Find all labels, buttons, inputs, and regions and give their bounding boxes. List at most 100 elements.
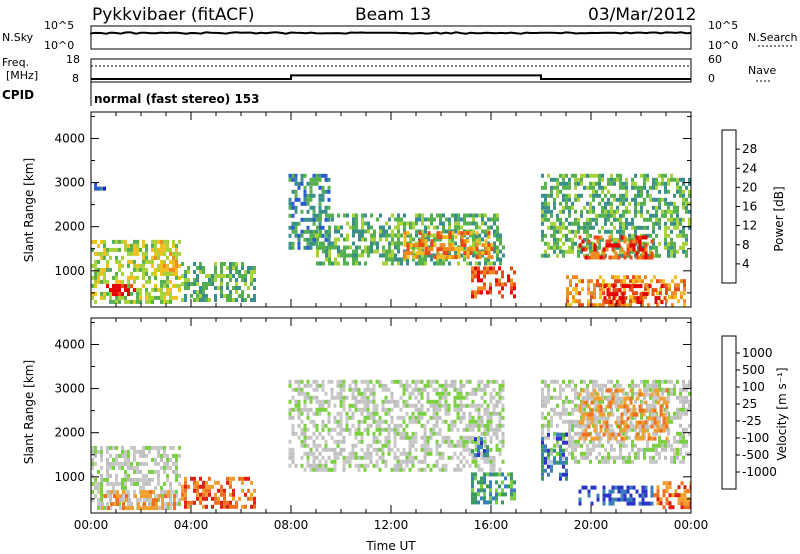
range-cell <box>139 497 142 502</box>
range-cell <box>489 472 492 477</box>
range-cell <box>103 291 106 296</box>
colorbar-tick-label: 12 <box>742 219 757 233</box>
range-cell <box>309 451 313 456</box>
range-cell <box>424 257 427 262</box>
range-cell <box>414 403 418 408</box>
range-cell <box>611 275 614 280</box>
range-cell <box>122 502 125 507</box>
range-cell <box>480 437 483 442</box>
range-cell <box>478 233 481 238</box>
range-cell <box>300 181 304 186</box>
range-cell <box>321 225 325 230</box>
range-cell <box>636 300 640 305</box>
range-cell <box>652 185 655 190</box>
range-cell <box>420 395 424 400</box>
range-cell <box>602 247 606 252</box>
range-cell <box>372 447 376 452</box>
range-cell <box>665 299 668 304</box>
range-cell <box>616 383 619 388</box>
range-cell <box>109 288 112 293</box>
range-cell <box>550 468 553 473</box>
range-cell <box>421 213 424 218</box>
range-cell <box>439 237 442 242</box>
range-cell <box>647 303 650 307</box>
range-cell <box>670 209 673 214</box>
freq-frame <box>90 58 692 83</box>
range-cell <box>324 245 328 250</box>
range-cell <box>291 221 295 226</box>
range-cell <box>590 416 594 421</box>
range-cell <box>679 395 682 400</box>
range-cell <box>602 497 606 502</box>
range-cell <box>451 231 455 236</box>
range-cell <box>583 173 586 178</box>
range-cell <box>109 493 112 498</box>
range-cell <box>480 467 484 472</box>
range-cell <box>483 411 487 416</box>
range-cell <box>587 420 591 425</box>
nsky-panel: N.Sky 10^5 10^0 10^5 10^0 N.Search <box>2 19 798 52</box>
range-cell <box>142 251 145 256</box>
range-cell <box>682 407 685 412</box>
range-cell <box>662 489 666 494</box>
range-cell <box>363 415 367 420</box>
range-cell <box>489 379 493 384</box>
range-cell <box>631 443 634 448</box>
range-cell <box>602 485 606 490</box>
range-cell <box>647 432 651 437</box>
range-cell <box>644 392 648 397</box>
range-cell <box>574 407 577 412</box>
range-cell <box>571 229 574 234</box>
range-cell <box>157 247 160 252</box>
range-cell <box>553 387 556 392</box>
range-cell <box>223 262 226 266</box>
range-cell <box>602 489 606 494</box>
range-cell <box>366 463 370 468</box>
range-cell <box>397 237 400 242</box>
range-cell <box>309 229 313 234</box>
range-cell <box>421 253 424 258</box>
range-cell <box>351 387 355 392</box>
range-cell <box>619 197 622 202</box>
range-cell <box>556 241 559 246</box>
range-cell <box>609 300 613 305</box>
range-cell <box>366 455 370 460</box>
range-cell <box>336 419 340 424</box>
range-cell <box>160 445 163 450</box>
range-cell <box>590 279 593 284</box>
range-cell <box>426 419 430 424</box>
range-cell <box>178 283 181 288</box>
range-cell <box>328 225 331 230</box>
range-cell <box>178 445 181 450</box>
range-cell <box>354 427 358 432</box>
range-cell <box>149 494 152 499</box>
range-cell <box>312 423 316 428</box>
range-cell <box>312 193 316 198</box>
range-cell <box>587 404 591 409</box>
range-cell <box>411 419 415 424</box>
range-cell <box>241 488 244 493</box>
range-cell <box>426 443 430 448</box>
range-cell <box>157 453 160 458</box>
range-cell <box>471 500 474 505</box>
range-cell <box>106 445 109 450</box>
range-cell <box>608 404 612 409</box>
range-cell <box>372 407 376 412</box>
range-cell <box>190 294 193 298</box>
range-cell <box>587 416 591 421</box>
range-cell <box>175 283 178 288</box>
range-cell <box>303 395 307 400</box>
range-cell <box>175 255 178 260</box>
range-cell <box>572 299 575 304</box>
range-cell <box>385 233 388 238</box>
range-cell <box>611 432 615 437</box>
range-cell <box>541 472 544 477</box>
colorbar-tick-label: -500 <box>742 448 769 462</box>
range-cell <box>496 245 499 250</box>
range-cell <box>541 387 544 392</box>
range-cell <box>181 496 184 501</box>
range-cell <box>196 290 199 294</box>
range-cell <box>593 303 596 307</box>
range-cell <box>148 445 151 450</box>
range-cell <box>617 279 620 284</box>
